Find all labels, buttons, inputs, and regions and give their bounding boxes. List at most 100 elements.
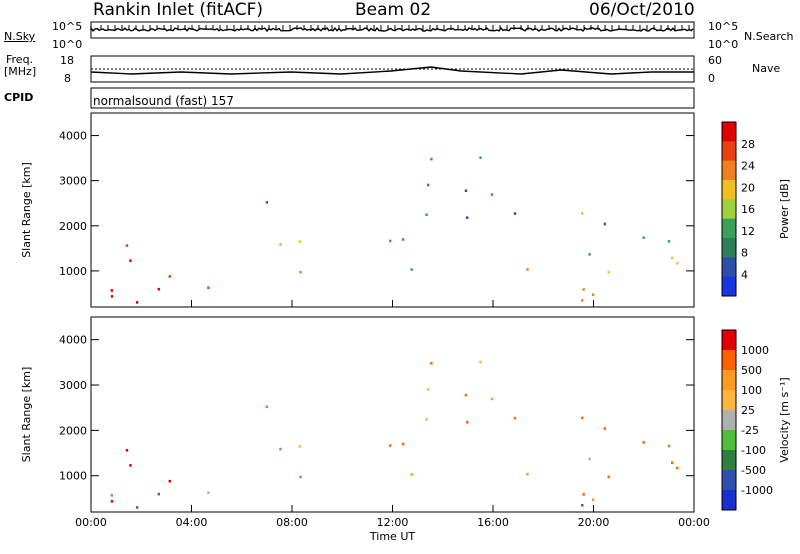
x-axis-label: Time UT	[369, 530, 415, 543]
power-colorbar-tick-label: 4	[741, 268, 748, 281]
power-cell	[526, 268, 529, 271]
x-tick-label: 20:00	[578, 516, 610, 529]
velocity-colorbar-tick-label: -25	[741, 424, 759, 437]
velocity-cell	[168, 479, 171, 483]
nsky-label: N.Sky	[4, 30, 36, 43]
power-cell	[642, 236, 645, 239]
freq-label-line2: [MHz]	[4, 65, 37, 78]
power-colorbar-swatch	[722, 160, 736, 181]
nave-trace	[90, 66, 694, 75]
velocity-cell	[110, 500, 114, 503]
x-tick-label: 12:00	[377, 516, 409, 529]
colorbars: 28 24 20 16 12 8 4 Power [dB] 1000 500 100 25 -25 -10…	[721, 121, 791, 511]
power-cell	[265, 201, 268, 204]
velocity-colorbar-tick-label: -1000	[741, 484, 773, 497]
power-cell	[427, 183, 430, 187]
power-cell	[129, 259, 132, 262]
velocity-cell	[581, 416, 584, 420]
x-tick-label: 00:00	[678, 516, 710, 529]
date-label: 06/Oct/2010	[589, 0, 695, 20]
velocity-cell	[299, 475, 302, 479]
power-cell	[401, 238, 405, 241]
power-cell	[581, 299, 584, 302]
power-colorbar-swatch	[722, 180, 736, 200]
x-tick-label: 00:00	[75, 516, 107, 529]
velocity-cell	[425, 418, 428, 421]
parameter-traces	[90, 25, 694, 75]
velocity-colorbar-swatch	[722, 410, 736, 431]
power-colorbar-swatch	[722, 141, 736, 162]
velocity-cell	[135, 506, 139, 509]
power-cell	[582, 288, 585, 291]
nsearch-label: N.Search	[744, 30, 794, 43]
power-heatmap	[110, 156, 679, 304]
cpid-text: normalsound (fast) 157	[93, 94, 234, 108]
velocity-colorbar-swatch	[722, 470, 736, 491]
freq-label-line1: Freq.	[6, 53, 34, 66]
velocity-cell	[582, 493, 585, 496]
power-cell	[490, 193, 494, 196]
power-colorbar-frame	[721, 121, 737, 297]
power-colorbar-swatch	[722, 276, 736, 297]
power-colorbar-swatch	[722, 257, 736, 278]
velocity-cell	[427, 388, 430, 391]
power-cell	[298, 240, 301, 243]
y-tick-label: 3000	[59, 379, 87, 392]
power-cell	[110, 289, 113, 292]
velocity-cell	[279, 447, 282, 451]
nsky-trace	[90, 25, 694, 33]
y-tick-label: 4000	[59, 334, 87, 347]
velocity-cell	[591, 498, 595, 501]
velocity-cell	[410, 473, 413, 476]
velocity-cell	[607, 475, 610, 479]
power-cell	[464, 189, 468, 192]
y-tick-label: 2000	[59, 220, 87, 233]
velocity-cell	[513, 416, 517, 420]
station-title: Rankin Inlet (fitACF)	[93, 0, 264, 20]
power-cell	[607, 270, 610, 274]
y-tick-label: 2000	[59, 424, 87, 437]
axes: 1000 2000 3000 4000 Slant Range [km] 1000 2000…	[20, 130, 710, 543]
nave-tick-bottom: 0	[708, 72, 715, 85]
velocity-cell	[207, 491, 210, 494]
power-colorbar-swatch	[722, 122, 736, 142]
power-cell	[513, 212, 517, 215]
y-tick-label: 1000	[59, 265, 87, 278]
velocity-cell	[298, 445, 301, 448]
velocity-colorbar-swatch	[722, 330, 736, 351]
velocity-colorbar-tick-label: -100	[741, 444, 766, 457]
velocity-colorbar-tick-label: 100	[741, 384, 762, 397]
power-cell	[591, 293, 595, 296]
velocity-colorbar-frame	[721, 329, 737, 511]
velocity-colorbar-tick-label: -500	[741, 464, 766, 477]
freq-tick-bottom: 8	[64, 72, 71, 85]
velocity-cell	[490, 397, 494, 401]
beam-label: Beam 02	[355, 0, 432, 20]
nsky-tick-bottom: 10^0	[52, 38, 83, 51]
panel-frame	[90, 87, 695, 109]
panel-frame	[90, 112, 695, 308]
freq-tick-top: 18	[60, 54, 74, 67]
velocity-cell	[265, 405, 268, 409]
power-cell	[466, 216, 469, 219]
power-cell	[389, 239, 392, 243]
power-colorbar-tick-label: 12	[741, 225, 755, 238]
x-tick-label: 16:00	[477, 516, 509, 529]
power-colorbar-tick-label: 24	[741, 160, 755, 173]
velocity-cell	[129, 464, 132, 467]
velocity-colorbar-swatch	[722, 370, 736, 391]
power-cell	[667, 240, 671, 243]
power-cell	[479, 156, 482, 159]
power-cell	[110, 295, 114, 298]
power-cell	[299, 270, 302, 274]
velocity-cell	[466, 420, 469, 424]
power-cell	[425, 213, 428, 217]
y-axis-label: Slant Range [km]	[20, 162, 33, 258]
power-cell	[410, 268, 413, 271]
x-tick-label: 08:00	[276, 516, 308, 529]
power-cell	[168, 275, 171, 278]
velocity-colorbar-tick-label: 25	[741, 404, 755, 417]
velocity-colorbar-tick-label: 500	[741, 364, 762, 377]
velocity-cell	[464, 393, 468, 397]
velocity-colorbar-swatch	[722, 450, 736, 471]
